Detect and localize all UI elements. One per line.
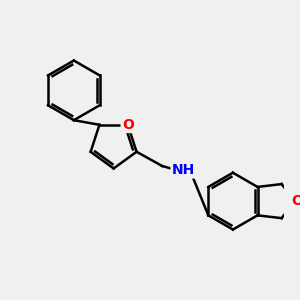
Text: O: O — [122, 118, 134, 132]
Text: O: O — [291, 194, 300, 208]
Text: NH: NH — [172, 163, 195, 177]
